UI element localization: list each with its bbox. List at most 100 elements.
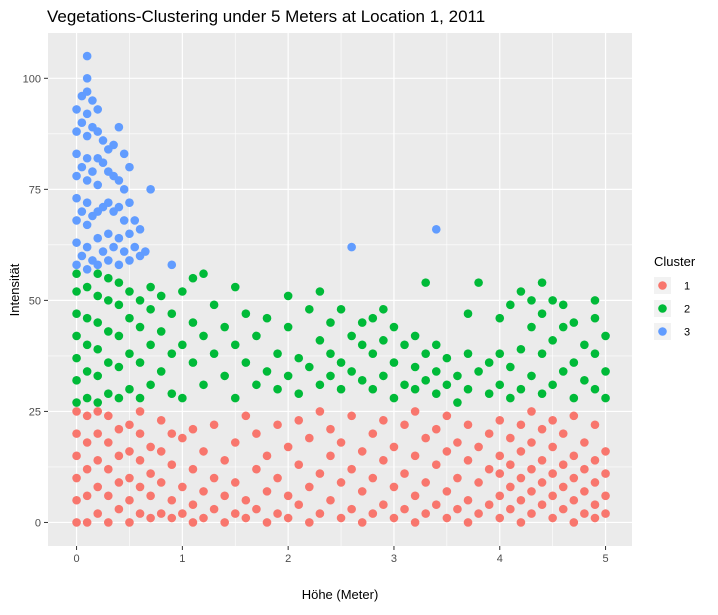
point-cluster-2 bbox=[125, 313, 134, 323]
point-cluster-3 bbox=[82, 176, 92, 185]
point-cluster-3 bbox=[77, 162, 87, 172]
point-cluster-1 bbox=[241, 495, 251, 505]
point-cluster-1 bbox=[188, 518, 198, 527]
point-cluster-3 bbox=[114, 176, 124, 185]
point-cluster-1 bbox=[135, 455, 145, 465]
point-cluster-1 bbox=[188, 424, 198, 434]
point-cluster-1 bbox=[273, 509, 282, 518]
point-cluster-1 bbox=[230, 509, 240, 518]
point-cluster-2 bbox=[167, 349, 177, 358]
point-cluster-2 bbox=[305, 362, 314, 372]
point-cluster-1 bbox=[93, 509, 103, 518]
point-cluster-2 bbox=[72, 287, 81, 296]
point-cluster-1 bbox=[125, 495, 134, 505]
point-cluster-1 bbox=[400, 469, 409, 478]
point-cluster-3 bbox=[146, 185, 155, 194]
point-cluster-3 bbox=[82, 131, 92, 141]
point-cluster-1 bbox=[400, 504, 409, 514]
point-cluster-2 bbox=[421, 376, 430, 385]
point-cluster-1 bbox=[368, 509, 378, 518]
point-cluster-2 bbox=[326, 349, 335, 358]
point-cluster-1 bbox=[484, 429, 494, 438]
point-cluster-3 bbox=[104, 198, 113, 207]
point-cluster-3 bbox=[104, 256, 113, 265]
point-cluster-2 bbox=[72, 309, 81, 319]
point-cluster-2 bbox=[209, 300, 219, 310]
point-cluster-3 bbox=[93, 180, 103, 190]
point-cluster-1 bbox=[230, 478, 240, 487]
point-cluster-1 bbox=[601, 491, 610, 501]
point-cluster-1 bbox=[421, 433, 430, 443]
point-cluster-1 bbox=[442, 411, 452, 421]
point-cluster-1 bbox=[167, 429, 177, 438]
point-cluster-3 bbox=[82, 153, 92, 163]
point-cluster-2 bbox=[516, 344, 526, 354]
point-cluster-1 bbox=[125, 473, 134, 483]
point-cluster-3 bbox=[98, 136, 108, 145]
point-cluster-1 bbox=[156, 509, 166, 518]
point-cluster-1 bbox=[516, 447, 526, 456]
point-cluster-2 bbox=[252, 380, 261, 390]
point-cluster-3 bbox=[82, 87, 92, 96]
point-cluster-2 bbox=[104, 296, 113, 305]
point-cluster-2 bbox=[146, 380, 155, 390]
point-cluster-1 bbox=[326, 495, 335, 505]
point-cluster-2 bbox=[379, 304, 388, 314]
point-cluster-2 bbox=[463, 384, 473, 394]
point-cluster-2 bbox=[347, 367, 356, 376]
point-cluster-1 bbox=[305, 518, 314, 527]
point-cluster-2 bbox=[156, 367, 166, 376]
point-cluster-2 bbox=[484, 358, 494, 367]
point-cluster-1 bbox=[294, 460, 304, 470]
point-cluster-1 bbox=[580, 509, 589, 518]
point-cluster-2 bbox=[569, 318, 579, 327]
point-cluster-1 bbox=[156, 416, 166, 425]
point-cluster-2 bbox=[262, 313, 272, 323]
point-cluster-1 bbox=[72, 473, 81, 483]
point-cluster-1 bbox=[326, 424, 335, 434]
point-cluster-1 bbox=[558, 460, 568, 470]
point-cluster-2 bbox=[357, 376, 367, 385]
point-cluster-1 bbox=[82, 518, 92, 527]
point-cluster-1 bbox=[188, 464, 198, 474]
point-cluster-2 bbox=[495, 313, 505, 323]
point-cluster-1 bbox=[421, 509, 430, 518]
point-cluster-3 bbox=[130, 242, 140, 252]
point-cluster-2 bbox=[230, 340, 240, 350]
point-cluster-2 bbox=[537, 309, 547, 319]
point-cluster-1 bbox=[495, 513, 505, 523]
point-cluster-2 bbox=[580, 376, 589, 385]
point-cluster-2 bbox=[294, 353, 304, 363]
point-cluster-2 bbox=[590, 296, 600, 305]
point-cluster-1 bbox=[167, 460, 177, 470]
point-cluster-3 bbox=[72, 216, 81, 225]
point-cluster-1 bbox=[537, 424, 547, 434]
point-cluster-2 bbox=[114, 362, 124, 372]
point-cluster-2 bbox=[421, 349, 430, 358]
point-cluster-2 bbox=[93, 318, 103, 327]
point-cluster-2 bbox=[146, 282, 155, 292]
point-cluster-2 bbox=[93, 344, 103, 354]
point-cluster-1 bbox=[558, 482, 568, 492]
point-cluster-1 bbox=[209, 504, 219, 514]
point-cluster-1 bbox=[400, 420, 409, 430]
point-cluster-2 bbox=[82, 313, 92, 323]
point-cluster-1 bbox=[82, 438, 92, 447]
point-cluster-3 bbox=[104, 229, 113, 239]
point-cluster-3 bbox=[72, 260, 81, 270]
point-cluster-1 bbox=[283, 442, 293, 452]
point-cluster-1 bbox=[114, 451, 124, 461]
point-cluster-1 bbox=[442, 487, 452, 496]
point-cluster-2 bbox=[220, 371, 229, 381]
point-cluster-2 bbox=[431, 340, 441, 350]
point-cluster-3 bbox=[119, 185, 129, 194]
point-cluster-2 bbox=[580, 340, 589, 350]
point-cluster-1 bbox=[548, 416, 557, 425]
point-cluster-1 bbox=[156, 447, 166, 456]
y-axis: 0 25 50 75 100 bbox=[23, 73, 48, 529]
point-cluster-2 bbox=[431, 389, 441, 398]
point-cluster-1 bbox=[442, 513, 452, 523]
point-cluster-1 bbox=[527, 509, 536, 518]
point-cluster-1 bbox=[125, 447, 134, 456]
point-cluster-1 bbox=[315, 509, 325, 518]
